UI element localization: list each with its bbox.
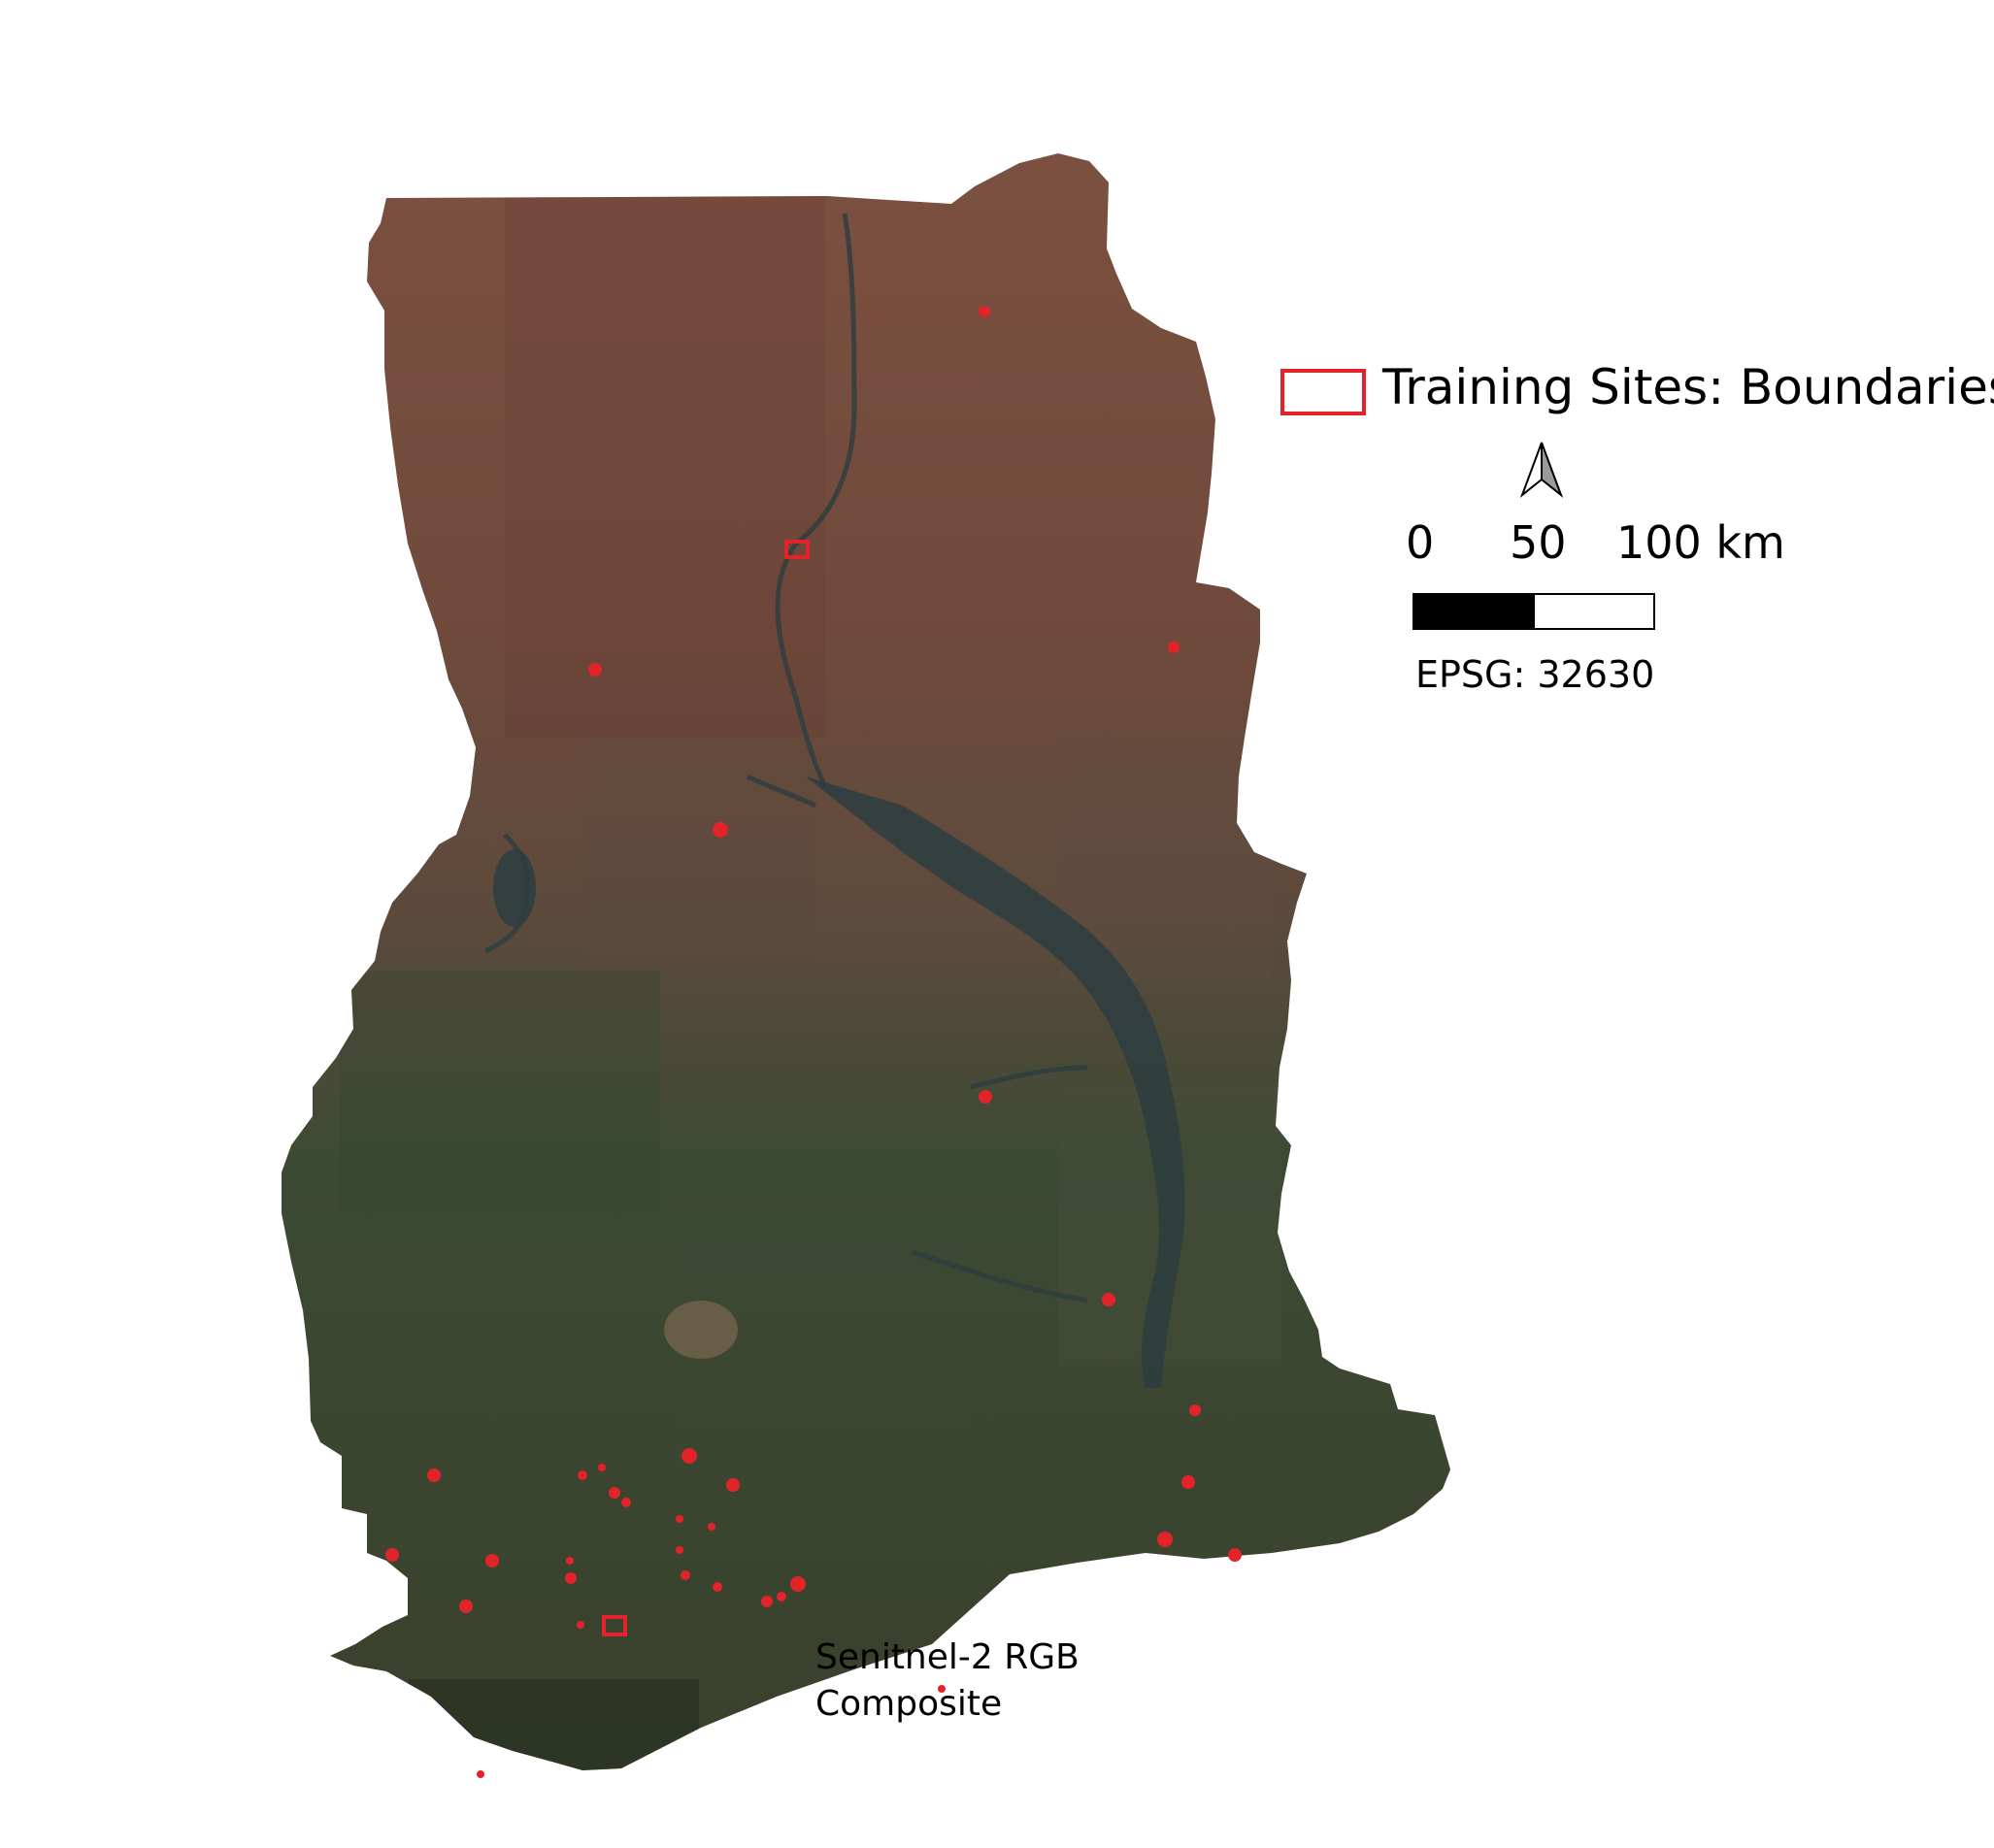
- scale-tick-0: 0: [1406, 516, 1435, 569]
- training-site-marker: [1168, 642, 1180, 653]
- training-site-marker: [681, 1448, 697, 1464]
- reservoir: [493, 849, 536, 927]
- scale-bar-black-segment: [1412, 593, 1535, 630]
- mosaic-tile: [340, 971, 660, 1213]
- lake-volta: [806, 776, 1185, 1388]
- scale-tick-100: 100 km: [1616, 516, 1785, 569]
- map-caption: Senitnel-2 RGB Composite: [815, 1634, 1080, 1727]
- caption-line-2: Composite: [815, 1683, 1003, 1724]
- mosaic-tile: [505, 194, 825, 738]
- training-site-marker: [790, 1576, 806, 1592]
- scale-tick-50: 50: [1510, 516, 1567, 569]
- training-site-marker: [713, 1582, 722, 1592]
- training-site-boundary: [602, 1615, 627, 1636]
- ghana-landmass: [282, 153, 1450, 1770]
- training-site-marker: [713, 822, 728, 838]
- urban-area: [664, 1301, 738, 1359]
- river-channel: [970, 1065, 1088, 1090]
- training-site-marker: [427, 1468, 441, 1482]
- training-site-marker: [979, 306, 990, 317]
- training-site-marker: [726, 1478, 740, 1492]
- scale-bar: [1412, 593, 1655, 630]
- training-site-boundary: [784, 540, 810, 559]
- training-site-marker: [676, 1515, 683, 1523]
- river-channel: [912, 1249, 1088, 1304]
- training-site-marker: [681, 1570, 690, 1580]
- training-site-marker: [777, 1592, 786, 1601]
- training-site-marker: [566, 1557, 574, 1565]
- training-site-marker: [588, 663, 602, 676]
- training-site-marker: [385, 1548, 399, 1562]
- crs-label: EPSG: 32630: [1415, 653, 1655, 696]
- caption-line-1: Senitnel-2 RGB: [815, 1637, 1080, 1677]
- river-channel: [746, 774, 817, 808]
- training-site-marker: [1157, 1532, 1173, 1547]
- training-site-marker: [598, 1464, 606, 1471]
- training-sites-layer: [385, 306, 1242, 1778]
- mosaic-tile: [408, 1679, 699, 1770]
- training-site-marker: [578, 1470, 587, 1480]
- training-site-marker: [1181, 1475, 1195, 1489]
- legend-swatch: [1280, 369, 1366, 415]
- mosaic-tile: [582, 738, 815, 971]
- training-site-marker: [477, 1770, 484, 1778]
- scale-bar-white-segment: [1533, 593, 1655, 630]
- training-site-marker: [1102, 1293, 1115, 1306]
- land-surface: [282, 153, 1450, 1770]
- training-site-marker: [577, 1621, 584, 1629]
- training-site-marker: [609, 1487, 620, 1499]
- training-site-marker: [621, 1498, 631, 1507]
- training-site-marker: [979, 1090, 992, 1104]
- composite-tiles: [340, 194, 1281, 1770]
- north-arrow-icon: [1519, 442, 1564, 499]
- training-site-marker: [485, 1554, 499, 1568]
- training-site-marker: [676, 1546, 683, 1554]
- legend-label: Training Sites: Boundaries: [1382, 359, 1994, 415]
- training-site-marker: [565, 1572, 577, 1584]
- training-site-marker: [1228, 1548, 1242, 1562]
- training-site-marker: [459, 1600, 473, 1613]
- training-site-marker: [708, 1523, 715, 1531]
- training-site-marker: [761, 1596, 773, 1607]
- training-site-marker: [1189, 1404, 1201, 1416]
- training-site-marker: [938, 1685, 946, 1693]
- river-channel: [775, 213, 857, 788]
